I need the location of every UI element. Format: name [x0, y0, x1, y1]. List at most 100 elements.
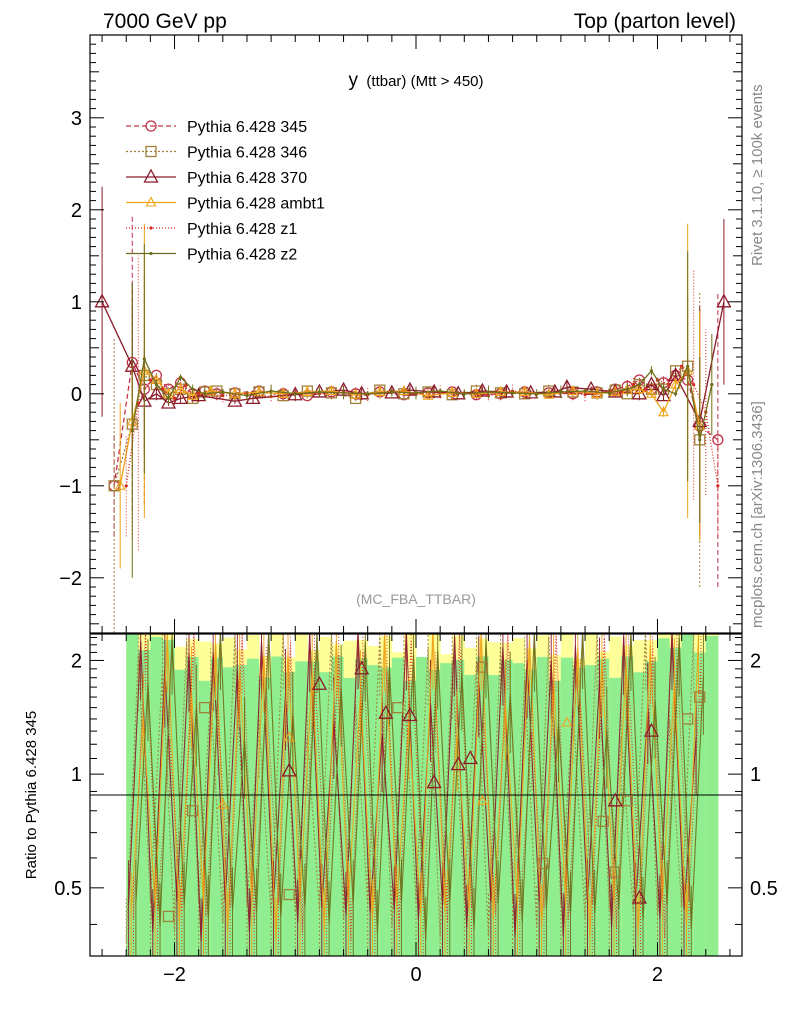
ratio-point [537, 857, 549, 870]
ratio-xticks: −2 0 2 [101, 634, 731, 986]
data-point [172, 390, 189, 405]
data-point [607, 391, 611, 395]
data-point [187, 389, 199, 400]
ratio-ylabel: Ratio to Pythia 6.428 345 [23, 711, 40, 879]
series-line [113, 360, 719, 486]
series-1 [108, 292, 706, 633]
ratio-yticks: 0.5 0.5 1 1 2 2 [54, 637, 778, 925]
data-point [658, 406, 669, 417]
ratio-point [186, 805, 199, 817]
data-point [631, 383, 635, 387]
green-band [307, 661, 320, 956]
ratio-points [162, 660, 706, 923]
data-point [148, 378, 152, 382]
data-point [655, 387, 672, 402]
data-point [716, 484, 720, 488]
data-point [583, 389, 587, 393]
data-point [114, 479, 126, 490]
data-point [154, 383, 159, 387]
data-point [326, 384, 337, 396]
ratio-point [199, 701, 211, 714]
data-point [519, 385, 531, 397]
data-point [543, 388, 555, 399]
ratio-point [283, 731, 295, 742]
data-point [547, 383, 563, 398]
xtick-label: −2 [163, 964, 186, 986]
data-point [142, 357, 146, 361]
ratio-panel: 0.5 0.5 1 1 2 2 −2 0 2 Ratio to Pythia 6.428 34… [23, 633, 778, 986]
data-point [692, 383, 696, 387]
ratio-point [426, 774, 442, 789]
main-ytick-label: −2 [59, 568, 82, 590]
data-point [438, 389, 442, 393]
data-point [124, 484, 128, 488]
data-point [301, 385, 313, 397]
main-yticks: −2 −1 0 1 2 3 [59, 34, 742, 634]
legend-marker [143, 168, 159, 183]
series-2 [94, 186, 732, 537]
ratio-point [311, 675, 327, 690]
main-ytick-label: −1 [59, 476, 82, 498]
data-point [245, 394, 249, 398]
data-point [402, 381, 418, 396]
data-point [178, 375, 183, 379]
legend-marker [149, 226, 153, 230]
data-point [712, 434, 724, 446]
ratio-point [378, 704, 394, 719]
header-right: Top (parton level) [574, 10, 736, 33]
series-line [113, 365, 701, 486]
ratio-ytick-label-right: 0.5 [750, 878, 778, 900]
data-point [583, 393, 587, 397]
xtick-label: 0 [410, 964, 421, 986]
ratio-point [462, 750, 478, 765]
data-point [354, 385, 370, 400]
data-point [486, 390, 491, 394]
data-point [643, 387, 648, 391]
data-point [130, 429, 134, 433]
source-label: mcplots.cern.ch [arXiv:1306.3436] [749, 401, 766, 628]
data-point [559, 390, 563, 394]
ratio-point [450, 756, 466, 771]
ratio-point [162, 910, 175, 923]
legend-label: Pythia 6.428 345 [187, 119, 307, 136]
ratio-point [643, 722, 660, 737]
watermark: (MC_FBA_TTBAR) [356, 591, 476, 607]
series-line [125, 365, 719, 486]
data-point [374, 385, 386, 397]
data-point [680, 364, 684, 368]
legend-label: Pythia 6.428 346 [187, 145, 307, 162]
ratio-point [283, 888, 295, 901]
ratio-point [631, 889, 647, 904]
green-band [548, 680, 562, 956]
data-point [227, 392, 243, 407]
legend: Pythia 6.428 345 Pythia 6.428 346 Pythia 6… [126, 119, 325, 264]
ratio-series-line [125, 634, 695, 942]
series-5 [130, 243, 714, 578]
data-point [716, 293, 732, 308]
green-band [210, 657, 224, 956]
data-point [172, 396, 177, 400]
ratio-series-line [130, 634, 700, 942]
ratio-point [682, 713, 694, 725]
rivet-label: Rivet 3.1.10, ≥ 100k events [749, 84, 766, 266]
data-point [583, 380, 599, 395]
ratio-point [402, 707, 418, 722]
data-point [474, 382, 490, 397]
data-point [366, 392, 370, 396]
ratio-point [281, 762, 297, 777]
data-point [398, 384, 410, 396]
data-point [646, 387, 657, 398]
legend-marker [145, 120, 157, 132]
main-ytick-label: 2 [71, 200, 82, 222]
ratio-lines [125, 634, 704, 956]
data-point [661, 387, 666, 391]
ratio-point [354, 660, 370, 675]
data-point [166, 396, 171, 400]
data-point [670, 378, 682, 389]
data-point [422, 389, 434, 400]
data-point [197, 392, 201, 396]
legend-label: Pythia 6.428 z2 [187, 247, 297, 264]
ratio-ytick-label-right: 2 [750, 650, 761, 672]
data-point [462, 392, 466, 396]
